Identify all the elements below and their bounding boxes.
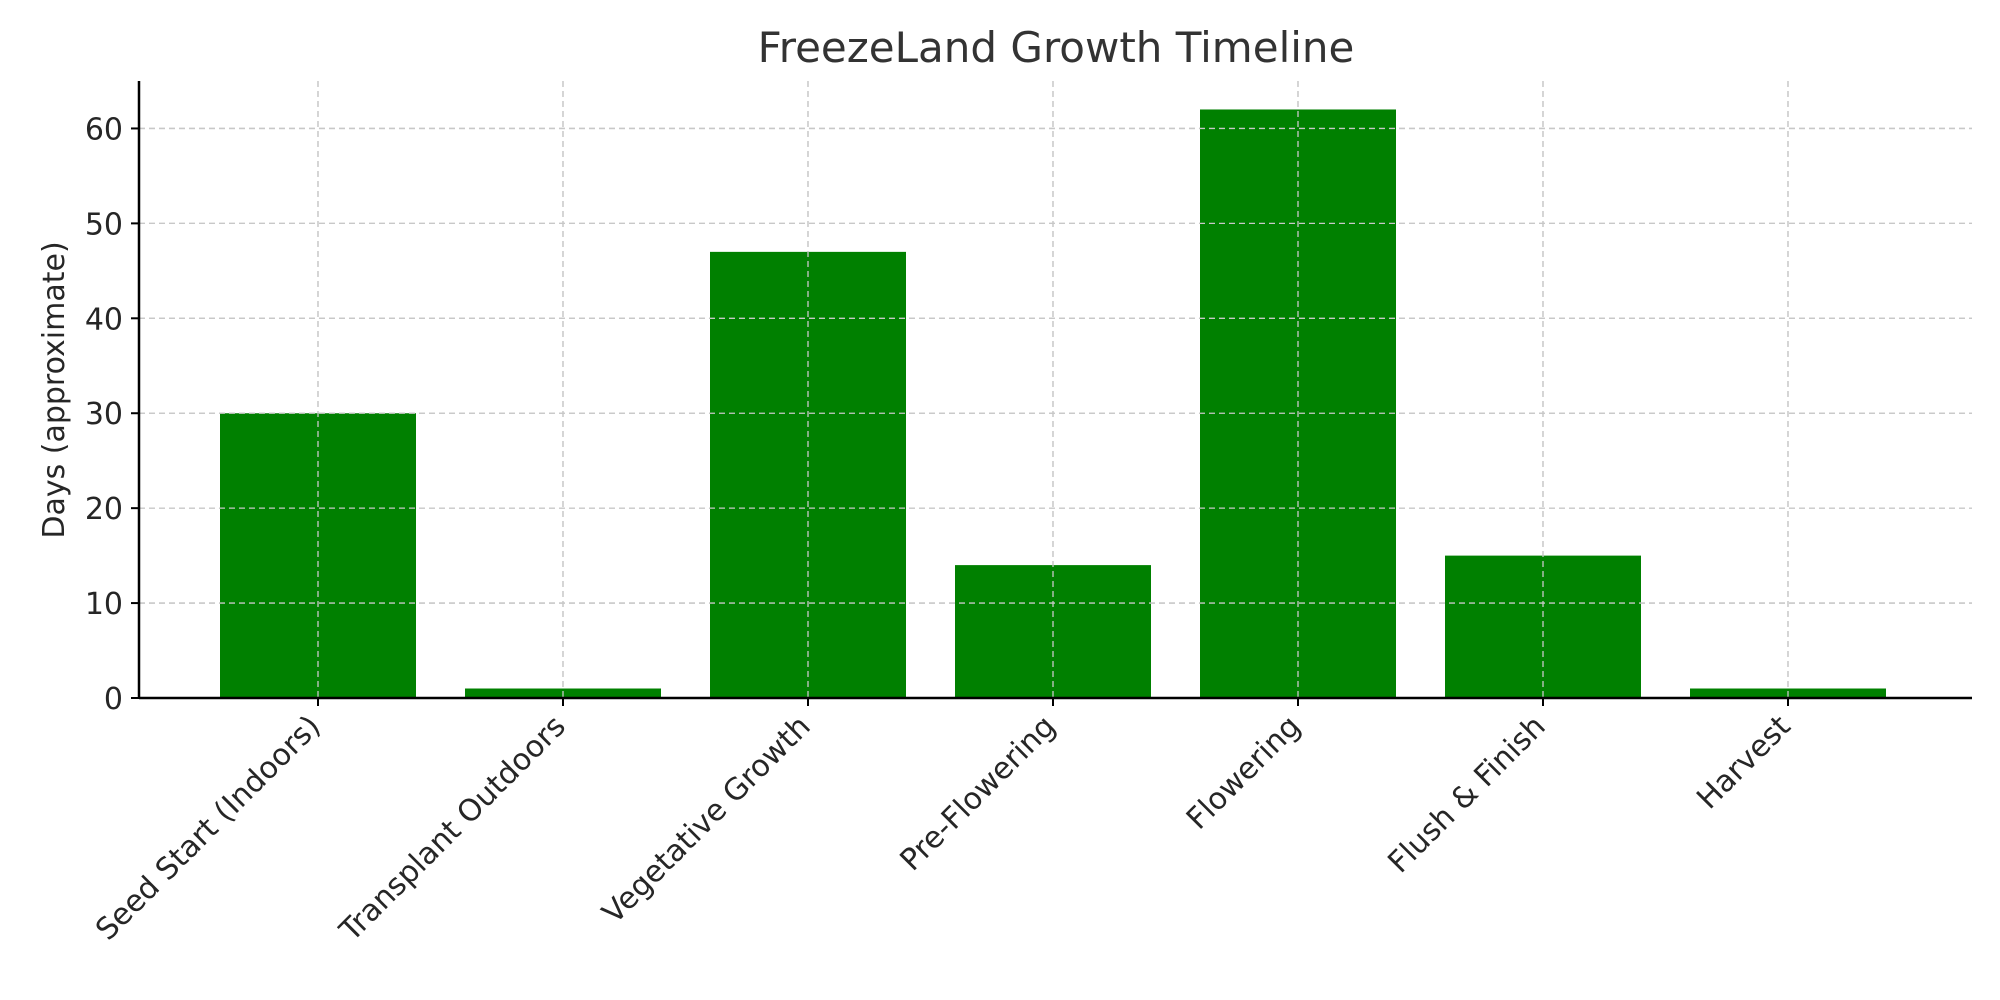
x-tick-label: Pre-Flowering xyxy=(894,709,1063,878)
x-axis-ticks: Seed Start (Indoors) Transplant Outdoors V… xyxy=(89,698,1798,949)
x-tick-label: Flowering xyxy=(1180,709,1308,837)
y-tick-label: 10 xyxy=(85,587,123,622)
y-axis-label: Days (approximate) xyxy=(37,241,72,538)
y-tick-label: 60 xyxy=(85,112,123,147)
x-tick-label: Seed Start (Indoors) xyxy=(89,709,328,948)
x-tick-label: Harvest xyxy=(1690,709,1798,817)
axes xyxy=(137,81,1972,700)
y-tick-label: 20 xyxy=(85,492,123,527)
y-tick-label: 40 xyxy=(85,302,123,337)
y-axis-ticks: 0 10 20 30 40 50 60 xyxy=(85,112,139,717)
y-tick-label: 30 xyxy=(85,397,123,432)
x-tick-label: Flush & Finish xyxy=(1381,709,1552,880)
x-tick-label: Vegetative Growth xyxy=(596,709,818,931)
x-tick-label: Transplant Outdoors xyxy=(333,709,573,949)
chart-title: FreezeLand Growth Timeline xyxy=(758,23,1355,72)
y-tick-label: 50 xyxy=(85,207,123,242)
y-tick-label: 0 xyxy=(104,682,123,717)
bars xyxy=(139,81,1972,698)
